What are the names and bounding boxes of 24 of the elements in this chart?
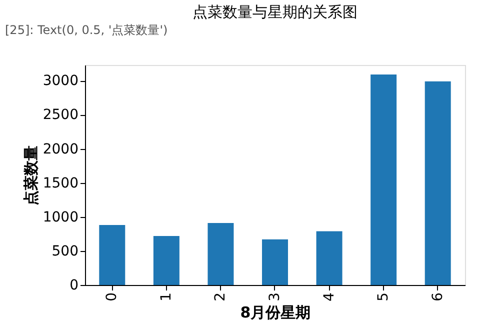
y-tick-label: 500 (52, 243, 78, 260)
x-axis-title: 8月份星期 (240, 303, 311, 322)
bar (153, 236, 180, 285)
bar (316, 231, 342, 285)
y-tick-label: 2000 (42, 141, 78, 158)
x-tick-label: 4 (321, 292, 338, 302)
y-tick-label: 2500 (42, 107, 78, 124)
x-tick-label: 0 (104, 292, 120, 302)
y-tick-label: 1500 (42, 175, 78, 192)
y-tick-label: 1000 (42, 209, 78, 226)
bar (99, 225, 126, 285)
bar (424, 81, 451, 285)
x-tick-label: 5 (376, 292, 392, 302)
bar (208, 223, 234, 285)
text: [25]: Text(0, 0.5, '点菜数量') (5, 23, 168, 37)
x-tick-label: 6 (430, 292, 446, 302)
bar (370, 74, 397, 285)
x-tick-label: 1 (158, 292, 174, 302)
x-tick-label: 3 (267, 292, 283, 302)
bar (262, 239, 288, 285)
x-tick-label: 2 (212, 292, 229, 302)
chart-title: 点菜数量与星期的关系图 (192, 3, 358, 21)
y-tick-label: 3000 (42, 73, 78, 90)
y-axis-title: 点菜数量 (22, 146, 40, 206)
